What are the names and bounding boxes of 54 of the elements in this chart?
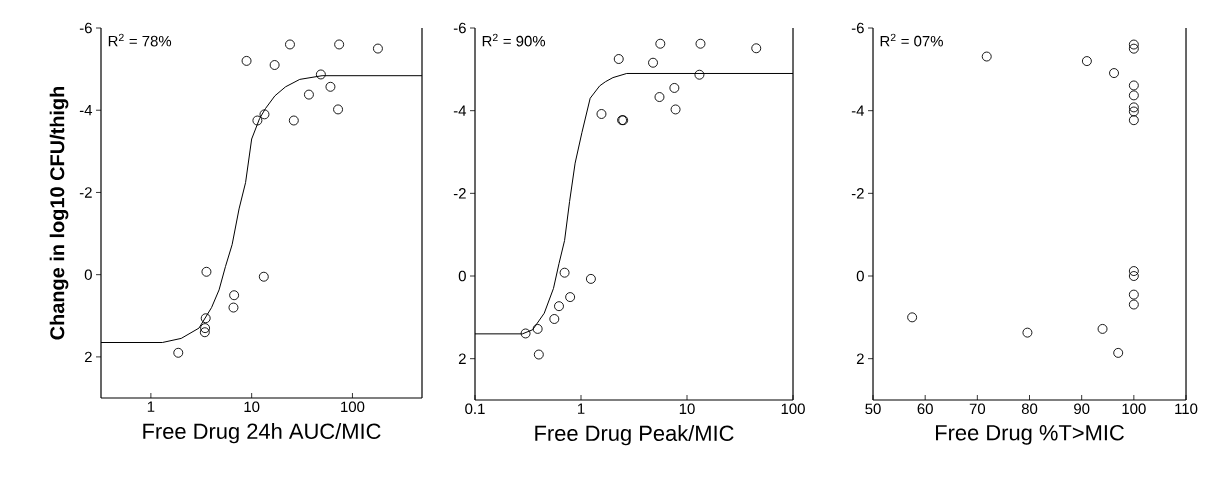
y-tick-label: -2 <box>851 188 864 199</box>
x-tick-label: 50 <box>865 403 881 415</box>
point <box>1097 323 1108 334</box>
point <box>1128 39 1139 50</box>
x-tick-label: 100 <box>1122 403 1146 415</box>
x-tick-label: 10 <box>679 403 695 415</box>
point <box>1128 299 1139 310</box>
point <box>907 312 918 323</box>
annotation: R$^{2}$ = 07% <box>880 33 943 47</box>
x-tick-label: 100 <box>341 401 365 413</box>
y-tick-label: -2 <box>79 187 92 198</box>
point <box>1113 347 1124 358</box>
x-tick-label: 90 <box>1074 403 1090 415</box>
point <box>1128 106 1139 117</box>
x-tick-label: 80 <box>1021 403 1038 415</box>
x-tick-label: 1 <box>147 401 155 412</box>
y-tick-label: 0 <box>458 270 466 282</box>
point <box>981 51 992 62</box>
y-tick-label: -4 <box>851 105 865 116</box>
point <box>1128 80 1139 91</box>
point <box>1022 327 1033 338</box>
y-tick-label: 2 <box>856 353 864 364</box>
x-tick-label: 100 <box>781 403 805 415</box>
point <box>1128 271 1139 281</box>
point <box>1128 102 1139 113</box>
x-tick-label: 60 <box>917 403 933 415</box>
y-tick-label: -6 <box>851 22 864 34</box>
y-tick-label: 0 <box>856 270 864 282</box>
x-tick-label: 110 <box>1175 403 1198 415</box>
annotation: R$^{2}$ = 78% <box>108 33 172 47</box>
point <box>1109 68 1119 79</box>
point <box>1128 90 1139 101</box>
y-tick-label: 2 <box>458 353 466 364</box>
y-axis-title: Change in log10 CFU/thigh <box>49 86 69 340</box>
y-tick-label: -6 <box>453 22 466 34</box>
x-axis-title: Free Drug 24h AUC/MIC <box>143 422 381 444</box>
x-tick-label: 1 <box>577 403 585 414</box>
x-axis-title: Free Drug %T>MIC <box>936 424 1124 445</box>
point <box>1128 289 1139 300</box>
x-tick-label: 70 <box>969 403 986 415</box>
point <box>1128 115 1139 126</box>
point <box>1128 266 1139 276</box>
y-tick-label: -4 <box>79 105 93 116</box>
y-tick-label: 2 <box>84 351 92 363</box>
y-tick-label: -4 <box>453 105 467 116</box>
y-tick-label: -2 <box>453 188 466 199</box>
point <box>1128 43 1139 54</box>
y-tick-label: 0 <box>84 269 92 280</box>
y-tick-label: -6 <box>79 22 92 34</box>
x-tick-label: 0.1 <box>465 403 485 415</box>
annotation: R$^{2}$ = 90% <box>482 33 546 47</box>
x-tick-label: 10 <box>244 401 260 413</box>
point <box>1081 56 1092 67</box>
x-axis-title: Free Drug Peak/MIC <box>535 424 734 446</box>
